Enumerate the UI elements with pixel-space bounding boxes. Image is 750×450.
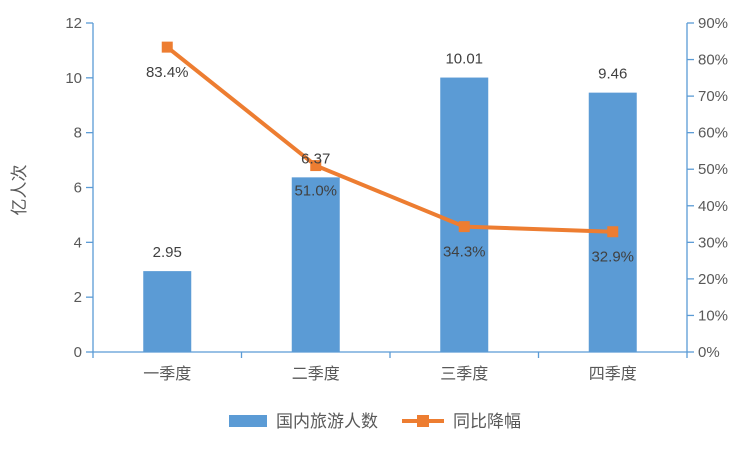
- bar-value-label: 10.01: [445, 51, 483, 68]
- y-right-tick-label: 0%: [698, 344, 720, 361]
- x-category-label: 一季度: [143, 365, 191, 383]
- chart-plot: 亿人次 0 2 4 6 8 10 12 0% 10% 20% 30% 40% 50% 60% 70% 80% 9…: [10, 15, 728, 383]
- bar-一季度[interactable]: [143, 271, 192, 352]
- bar-四季度[interactable]: [588, 92, 637, 352]
- y-right-tick-label: 20%: [698, 271, 728, 288]
- y-right-tick-label: 40%: [698, 198, 728, 215]
- y-right-tick-label: 60%: [698, 125, 728, 142]
- bar-三季度[interactable]: [440, 77, 489, 352]
- bar-value-label: 6.37: [301, 150, 330, 167]
- y-left-tick-label: 2: [74, 289, 82, 306]
- x-category-label: 三季度: [440, 365, 488, 383]
- y-right-tick-label: 10%: [698, 307, 728, 324]
- y-right-tick-label: 30%: [698, 234, 728, 251]
- y-left-tick-label: 0: [74, 344, 82, 361]
- y-right-tick-label: 70%: [698, 88, 728, 105]
- legend-item-bar-series[interactable]: 国内旅游人数: [229, 413, 378, 430]
- bar-value-label: 9.46: [598, 66, 627, 83]
- legend-label-bar-series: 国内旅游人数: [276, 411, 378, 431]
- line-marker-一季度[interactable]: [161, 41, 173, 53]
- bar-value-label: 2.95: [153, 244, 182, 261]
- line-marker-三季度[interactable]: [458, 221, 470, 233]
- y-right-tick-label: 80%: [698, 52, 728, 69]
- x-category-label: 二季度: [292, 365, 340, 383]
- y-axis-title: 亿人次: [10, 165, 29, 216]
- legend-item-line-series[interactable]: 同比降幅: [402, 413, 521, 430]
- y-right-tick-label: 50%: [698, 161, 728, 178]
- bar-二季度[interactable]: [291, 177, 340, 352]
- line-series-path: [166, 45, 613, 234]
- y-left-tick-label: 4: [74, 234, 82, 251]
- line-value-label: 32.9%: [591, 249, 634, 266]
- y-right-tick-label: 90%: [698, 15, 728, 32]
- legend-label-line-series: 同比降幅: [453, 411, 521, 431]
- x-category-label: 四季度: [589, 365, 637, 383]
- line-value-label: 51.0%: [294, 183, 337, 200]
- line-value-label: 34.3%: [443, 244, 486, 261]
- line-value-label: 83.4%: [146, 64, 189, 81]
- line-swatch-marker: [417, 415, 429, 427]
- y-left-tick-label: 6: [74, 180, 82, 197]
- line-marker-二季度[interactable]: [310, 160, 322, 172]
- legend: 国内旅游人数 同比降幅: [0, 406, 750, 436]
- line-marker-四季度[interactable]: [607, 226, 619, 238]
- line-series-swatch-icon: [402, 415, 444, 428]
- y-left-tick-label: 12: [65, 15, 82, 32]
- bar-series-swatch-icon: [229, 415, 267, 427]
- y-left-tick-label: 10: [65, 70, 82, 87]
- y-left-tick-label: 8: [74, 125, 82, 142]
